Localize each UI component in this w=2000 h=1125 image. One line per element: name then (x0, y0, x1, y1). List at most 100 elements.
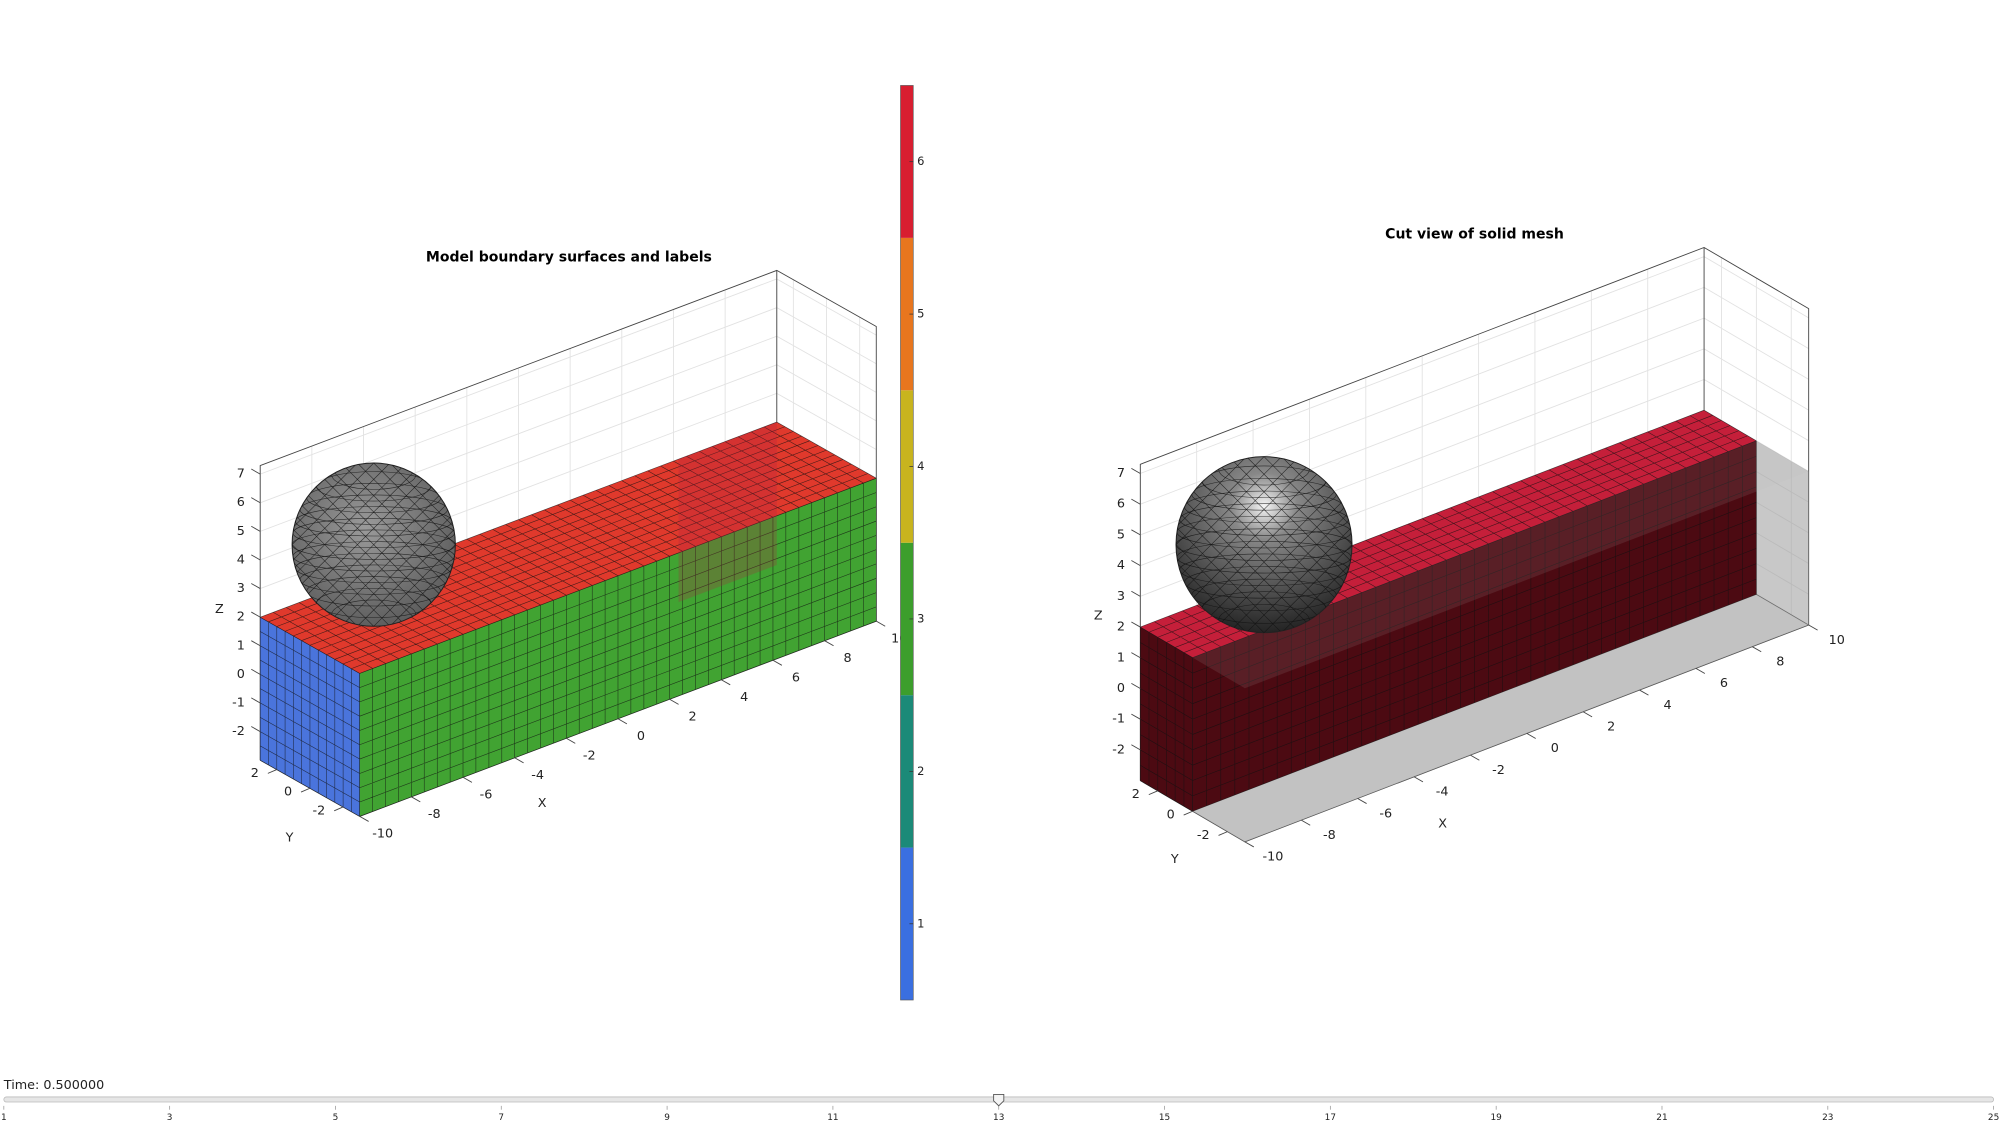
y-tick-label: -2 (313, 803, 326, 818)
slider-tick-label: 7 (498, 1113, 504, 1123)
sphere-edge (389, 463, 456, 627)
x-tick (1526, 733, 1536, 739)
sphere-edge (1176, 456, 1247, 633)
sphere-edge (1281, 456, 1353, 633)
x-tick (1244, 841, 1255, 848)
x-axis-label: X (538, 796, 547, 811)
y-tick-label: -2 (1197, 828, 1210, 843)
z-tick-label: 7 (1117, 466, 1125, 481)
x-tick-label: 4 (1664, 698, 1672, 713)
x-tick-label: -6 (480, 788, 493, 803)
x-tick-label: 6 (792, 671, 800, 686)
sphere-edge (1176, 528, 1353, 561)
x-tick (876, 620, 886, 627)
z-tick (1131, 744, 1141, 751)
colorbar-tick-label: 3 (917, 611, 924, 625)
slider-tick-label: 23 (1822, 1113, 1833, 1123)
z-tick (1131, 498, 1141, 505)
cut-shadow (1192, 440, 1809, 689)
colorbar-segment (900, 847, 914, 1000)
slider-tick-label: 9 (664, 1113, 670, 1123)
x-tick-label: 8 (844, 651, 852, 666)
z-tick-label: 5 (1117, 527, 1125, 542)
slider-tick-label: 19 (1491, 1113, 1503, 1123)
plot-title: Model boundary surfaces and labels (426, 250, 712, 266)
transparent-face (678, 422, 777, 603)
slider-thumb[interactable] (993, 1093, 1005, 1107)
x-tick (721, 679, 731, 686)
x-tick-label: -2 (1492, 763, 1505, 778)
sphere-edge (340, 463, 456, 627)
z-tick-label: -1 (232, 695, 245, 710)
sphere-edge (1218, 603, 1310, 633)
z-tick-label: 3 (1117, 589, 1125, 604)
sphere-edge (292, 463, 374, 627)
x-tick-label: -10 (1263, 850, 1284, 865)
x-tick-label: -4 (531, 768, 544, 783)
sphere-edge (299, 494, 448, 525)
sphere-edge (1176, 456, 1282, 633)
z-tick-label: 7 (237, 467, 245, 482)
boundary-face-edges (359, 477, 877, 817)
slider-tick-label: 3 (167, 1113, 173, 1123)
x-tick-label: -8 (1323, 828, 1336, 843)
x-tick (1301, 819, 1311, 826)
x-tick (1752, 646, 1762, 653)
x-tick-label: -6 (1379, 806, 1392, 821)
z-tick (251, 525, 261, 532)
z-tick-label: 6 (237, 495, 245, 510)
z-tick-label: 0 (237, 667, 245, 682)
z-tick (251, 726, 261, 732)
cut-shadow (1756, 440, 1809, 625)
y-tick (1218, 831, 1228, 836)
sphere-edge (1176, 456, 1353, 633)
sphere-edge (1184, 490, 1344, 524)
sphere-edge (292, 463, 358, 627)
x-tick-label: -4 (1436, 785, 1449, 800)
colorbar-tick-label: 6 (917, 154, 924, 168)
z-tick (251, 497, 261, 504)
z-tick-label: 4 (1117, 558, 1125, 573)
sphere-mesh (292, 463, 456, 627)
sphere-edge (1211, 456, 1353, 633)
solid-face-edges (1192, 440, 1757, 812)
x-tick (514, 757, 524, 764)
x-tick (772, 659, 783, 666)
slider-label: Time: 0.500000 (3, 1078, 104, 1093)
x-tick-label: -10 (372, 827, 393, 842)
z-axis-label: Z (1094, 609, 1103, 624)
x-tick (462, 776, 473, 783)
x-tick-label: 0 (1551, 741, 1559, 756)
x-tick-label: 0 (637, 729, 645, 744)
x-tick (1470, 754, 1480, 761)
sphere-edge (292, 463, 391, 627)
colorbar-segment (900, 390, 914, 543)
colorbar-segment (900, 695, 914, 848)
slider-tick-label: 13 (993, 1113, 1004, 1123)
sphere-edge (316, 587, 432, 618)
y-axis-label: Y (1170, 852, 1179, 867)
x-tick-label: 6 (1720, 676, 1728, 691)
z-tick (251, 640, 261, 647)
slider-tick-label: 5 (333, 1113, 339, 1123)
y-tick-label: 0 (284, 785, 292, 800)
x-tick-label: 2 (689, 710, 697, 725)
x-tick-label: 2 (1607, 720, 1615, 735)
z-tick (251, 468, 261, 475)
sphere-edge (389, 463, 456, 627)
y-tick (300, 787, 311, 793)
x-tick (617, 718, 628, 725)
sphere-edge (1281, 456, 1353, 633)
sphere-edge (292, 463, 456, 627)
x-tick (824, 640, 834, 647)
z-tick-label: 2 (1117, 620, 1125, 635)
sphere-edge (316, 471, 432, 502)
sphere-mesh (1176, 456, 1353, 633)
z-tick (251, 697, 261, 704)
y-tick-label: 2 (251, 766, 259, 781)
slider-tick-label: 21 (1656, 1113, 1667, 1123)
sphere-edge (1176, 456, 1265, 633)
sphere-edge (1218, 456, 1310, 486)
z-tick-label: 0 (1117, 681, 1125, 696)
y-tick-label: 2 (1132, 787, 1140, 802)
